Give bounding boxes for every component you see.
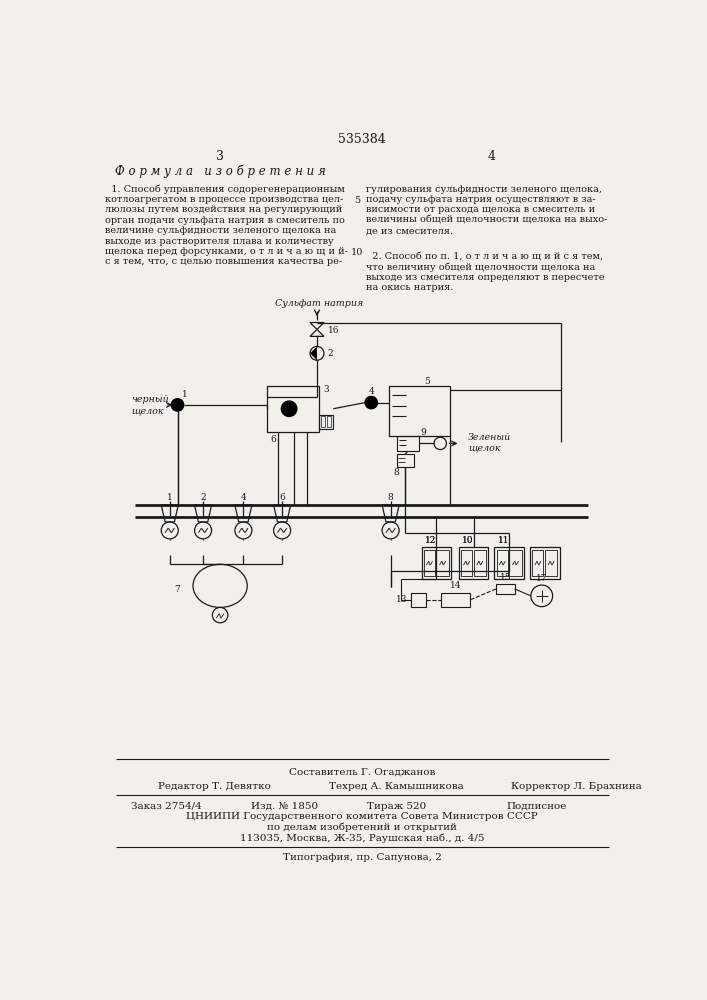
Text: черный: черный [131, 395, 169, 404]
Text: 6: 6 [270, 435, 276, 444]
Circle shape [281, 401, 297, 416]
Text: 16: 16 [328, 326, 339, 335]
Bar [509, 550, 522, 576]
Bar [474, 550, 486, 576]
Text: 1: 1 [167, 493, 173, 502]
Text: 15: 15 [500, 573, 511, 582]
Bar [494, 547, 524, 579]
Text: 10: 10 [462, 536, 474, 545]
Bar [411, 593, 426, 607]
Text: гулирования сульфидности зеленого щелока,: гулирования сульфидности зеленого щелока… [366, 185, 602, 194]
Text: де из смесителя.: де из смесителя. [366, 226, 453, 235]
Text: величине сульфидности зеленого щелока на: величине сульфидности зеленого щелока на [105, 226, 337, 235]
Text: 2: 2 [328, 349, 334, 358]
Text: 8: 8 [387, 493, 394, 502]
Text: Заказ 2754/4: Заказ 2754/4 [131, 802, 201, 811]
Bar [397, 436, 419, 451]
Text: Ф о р м у л а   и з о б р е т е н и я: Ф о р м у л а и з о б р е т е н и я [115, 165, 325, 178]
Text: 7: 7 [175, 585, 180, 594]
Text: ЦНИИПИ Государственного комитета Совета Министров СССР: ЦНИИПИ Государственного комитета Совета … [186, 812, 538, 821]
Text: Подписное: Подписное [507, 802, 567, 811]
Text: 2. Способ по п. 1, о т л и ч а ю щ и й с я тем,: 2. Способ по п. 1, о т л и ч а ю щ и й с… [366, 252, 603, 261]
Text: 6: 6 [279, 493, 285, 502]
Bar [530, 547, 559, 579]
Text: 3: 3 [323, 385, 329, 394]
Text: щелока перед форсунками, о т л и ч а ю щ и й-: щелока перед форсунками, о т л и ч а ю щ… [105, 247, 349, 256]
Text: 14: 14 [450, 581, 462, 590]
Text: 13: 13 [396, 595, 407, 604]
Text: щелок: щелок [468, 444, 501, 453]
Bar [532, 550, 544, 576]
Bar [421, 547, 451, 579]
Text: 4: 4 [368, 387, 374, 396]
Text: Типография, пр. Сапунова, 2: Типография, пр. Сапунова, 2 [283, 853, 441, 862]
Text: висимости от расхода щелока в смеситель и: висимости от расхода щелока в смеситель … [366, 205, 595, 214]
Text: 11: 11 [498, 536, 509, 545]
Polygon shape [310, 346, 317, 360]
Text: подачу сульфата натрия осуществляют в за-: подачу сульфата натрия осуществляют в за… [366, 195, 595, 204]
Circle shape [171, 399, 184, 411]
Text: выходе из растворителя плава и количеству: выходе из растворителя плава и количеств… [105, 237, 334, 246]
Text: на окись натрия.: на окись натрия. [366, 283, 453, 292]
Text: 5: 5 [354, 196, 361, 205]
Text: 3: 3 [216, 150, 224, 163]
Text: 113035, Москва, Ж-35, Раушская наб., д. 4/5: 113035, Москва, Ж-35, Раушская наб., д. … [240, 834, 484, 843]
Bar [441, 593, 470, 607]
Text: выходе из смесителя определяют в пересчете: выходе из смесителя определяют в пересче… [366, 273, 604, 282]
Text: 1. Способ управления содорегенерационным: 1. Способ управления содорегенерационным [105, 185, 345, 194]
Bar [321, 416, 325, 427]
Text: орган подачи сульфата натрия в смеситель по: орган подачи сульфата натрия в смеситель… [105, 216, 345, 225]
Text: 4: 4 [487, 150, 496, 163]
Bar [267, 386, 320, 432]
Text: котлоагрегатом в процессе производства цел-: котлоагрегатом в процессе производства ц… [105, 195, 344, 204]
Bar [397, 454, 414, 467]
Text: 11: 11 [498, 536, 509, 545]
Text: 8: 8 [393, 468, 399, 477]
Bar [461, 550, 472, 576]
Text: 17: 17 [536, 574, 547, 583]
Text: 4: 4 [240, 493, 246, 502]
Text: 1: 1 [182, 390, 188, 399]
Text: с я тем, что, с целью повышения качества ре-: с я тем, что, с целью повышения качества… [105, 257, 343, 266]
Text: Составитель Г. Огаджанов: Составитель Г. Огаджанов [288, 768, 435, 777]
Bar [545, 550, 557, 576]
Text: Тираж 520: Тираж 520 [368, 802, 426, 811]
Bar [436, 550, 449, 576]
Text: люлозы путем воздействия на регулирующий: люлозы путем воздействия на регулирующий [105, 205, 343, 214]
Text: величины общей щелочности щелока на выхо-: величины общей щелочности щелока на выхо… [366, 216, 607, 225]
Text: Редактор Т. Девятко: Редактор Т. Девятко [158, 782, 271, 791]
Circle shape [365, 396, 378, 409]
Text: 9: 9 [421, 428, 426, 437]
Text: 12: 12 [425, 536, 436, 545]
Bar [320, 415, 333, 429]
Text: 2: 2 [200, 493, 206, 502]
Text: Зеленый: Зеленый [468, 433, 511, 442]
Bar [496, 584, 515, 594]
Text: по делам изобретений и открытий: по делам изобретений и открытий [267, 823, 457, 832]
Text: 10: 10 [462, 536, 474, 545]
Bar [497, 550, 508, 576]
Text: 535384: 535384 [338, 133, 386, 146]
Text: Техред А. Камышникова: Техред А. Камышникова [329, 782, 463, 791]
Text: щелок: щелок [131, 406, 163, 415]
Bar [459, 547, 489, 579]
Bar [389, 386, 450, 436]
Bar [327, 416, 331, 427]
Text: 10: 10 [351, 248, 363, 257]
Text: Изд. № 1850: Изд. № 1850 [251, 802, 318, 811]
Text: Корректор Л. Брахнина: Корректор Л. Брахнина [510, 782, 641, 791]
Text: 12: 12 [425, 536, 436, 545]
Text: что величину общей щелочности щелока на: что величину общей щелочности щелока на [366, 263, 595, 272]
Text: Сульфат натрия: Сульфат натрия [275, 299, 363, 308]
Text: 5: 5 [424, 377, 430, 386]
Bar [424, 550, 435, 576]
